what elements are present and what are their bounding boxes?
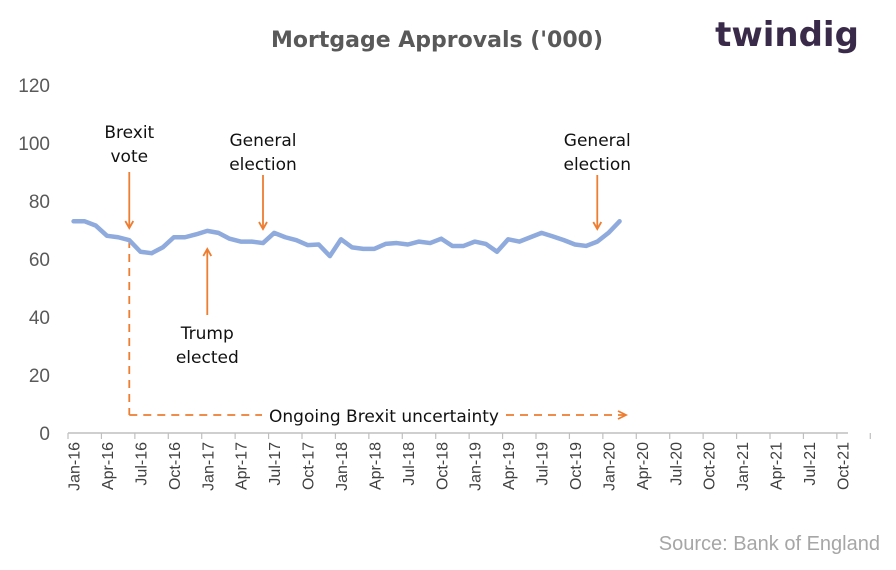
x-tick-label: Jan-21 — [735, 442, 752, 491]
x-tick-label: Jan-19 — [468, 442, 485, 491]
x-tick-label: Oct-20 — [702, 442, 719, 490]
x-tick-label: Apr-18 — [367, 442, 384, 490]
y-axis: 0 20 40 60 80 100 120 — [18, 76, 50, 445]
y-tick-label: 100 — [18, 134, 50, 155]
y-tick-label: 120 — [18, 76, 50, 97]
y-tick-label: 60 — [29, 250, 50, 271]
y-tick-label: 0 — [39, 424, 50, 445]
x-tick-label: Apr-21 — [769, 442, 786, 490]
x-tick-label: Jan-18 — [334, 442, 351, 491]
chart-title: Mortgage Approvals ('000) — [271, 28, 603, 53]
x-tick-label: Apr-20 — [635, 442, 652, 490]
x-tick-label: Apr-16 — [100, 442, 117, 490]
annotation-arrowhead — [202, 247, 213, 257]
x-tick-label: Jan-17 — [200, 442, 217, 491]
x-tick-label: Oct-21 — [835, 442, 852, 490]
series-line-mortgage-approvals — [71, 219, 622, 259]
y-tick-label: 80 — [29, 192, 50, 213]
y-tick-label: 40 — [29, 308, 50, 329]
x-tick-label: Jul-18 — [401, 442, 418, 486]
x-tick-label: Jul-17 — [267, 442, 284, 486]
x-axis: Jan-16 Apr-16 Jul-16 Oct-16 Jan-17 Apr-17 Jul-… — [67, 432, 871, 491]
annotation-arrowhead — [124, 220, 135, 230]
x-tick-label: Jul-20 — [668, 442, 685, 486]
annotation-arrowhead — [258, 221, 268, 231]
annotation-general-election-2017-label: General election — [229, 131, 297, 175]
x-tick-label: Apr-19 — [501, 442, 518, 490]
x-tick-label: Jul-21 — [802, 442, 819, 486]
x-tick-label: Oct-18 — [434, 442, 451, 490]
annotation-uncertainty-arrowhead — [617, 410, 629, 420]
annotations: Brexit vote General election Trump elected Gen… — [104, 123, 631, 427]
x-tick-label: Apr-17 — [234, 442, 251, 490]
annotation-brexit-vote-label: Brexit vote — [104, 123, 154, 167]
x-tick-label: Jan-20 — [601, 442, 618, 491]
x-tick-label: Oct-17 — [301, 442, 318, 490]
x-tick-label: Jul-19 — [535, 442, 552, 486]
x-tick-label: Oct-16 — [167, 442, 184, 490]
brand-logo: twindig — [715, 15, 859, 55]
x-tick-label: Oct-19 — [568, 442, 585, 490]
x-tick-label: Jan-16 — [67, 442, 84, 491]
x-tick-label: Jul-16 — [133, 442, 150, 486]
annotation-arrowhead — [592, 221, 603, 231]
annotation-general-election-2019-label: General election — [564, 131, 632, 175]
y-tick-label: 20 — [29, 366, 50, 387]
annotation-uncertainty-label: Ongoing Brexit uncertainty — [269, 407, 499, 427]
source-note: Source: Bank of England — [659, 533, 880, 555]
annotation-trump-elected-label: Trump elected — [176, 324, 239, 368]
